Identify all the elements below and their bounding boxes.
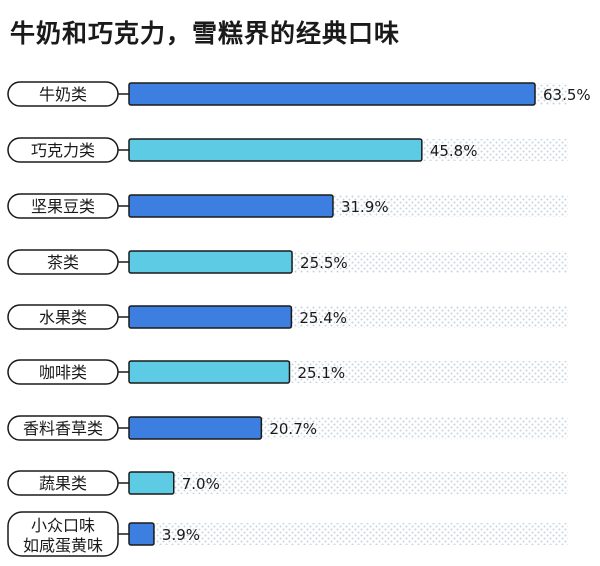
bar	[128, 250, 293, 274]
chart-title: 牛奶和巧克力，雪糕界的经典口味	[10, 19, 401, 48]
dotted-track	[129, 523, 568, 545]
category-label: 坚果豆类	[31, 197, 95, 216]
category-label: 蔬果类	[39, 474, 87, 493]
bar	[128, 305, 293, 329]
category-label: 咖啡类	[39, 363, 87, 382]
category-label: 巧克力类	[31, 141, 95, 160]
category-label: 水果类	[39, 308, 87, 327]
value-label: 31.9%	[341, 198, 389, 216]
value-label: 7.0%	[182, 475, 220, 493]
bar	[128, 471, 175, 495]
bar	[128, 194, 334, 218]
value-label: 63.5%	[543, 86, 591, 104]
bar	[128, 416, 263, 440]
category-label: 香料香草类	[23, 419, 103, 438]
bar	[128, 138, 423, 162]
category-label: 如咸蛋黄味	[23, 536, 103, 555]
category-label: 牛奶类	[39, 85, 87, 104]
value-label: 45.8%	[430, 142, 478, 160]
bar	[128, 522, 155, 546]
category-label: 茶类	[47, 253, 79, 272]
category-label: 小众口味	[31, 516, 95, 535]
value-label: 20.7%	[269, 420, 317, 438]
dotted-track	[129, 472, 568, 494]
value-label: 25.1%	[297, 364, 345, 382]
bar	[128, 82, 536, 106]
value-label: 25.5%	[300, 254, 348, 272]
value-label: 3.9%	[162, 526, 200, 544]
bar	[128, 360, 291, 384]
value-label: 25.4%	[299, 309, 347, 327]
